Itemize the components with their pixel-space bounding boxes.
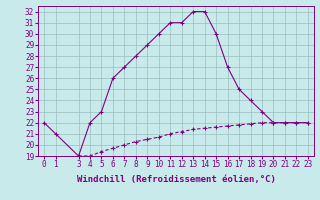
X-axis label: Windchill (Refroidissement éolien,°C): Windchill (Refroidissement éolien,°C) <box>76 175 276 184</box>
